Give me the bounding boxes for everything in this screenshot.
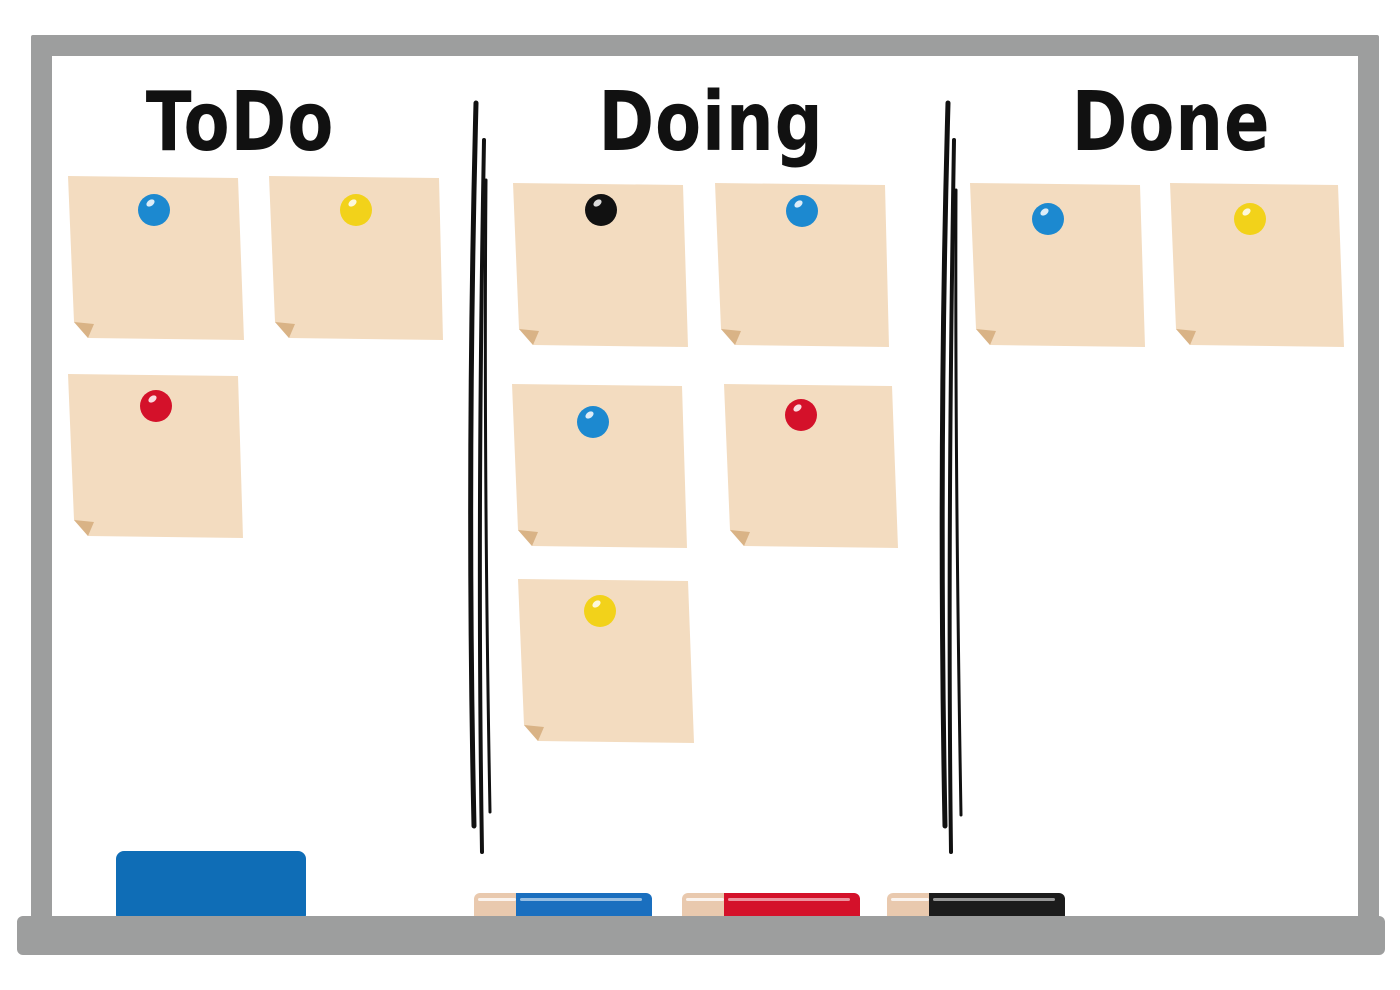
sticky-note-shape <box>68 176 244 340</box>
sticky-note-todo-1[interactable] <box>68 176 244 342</box>
sticky-note-doing-3[interactable] <box>512 384 688 550</box>
column-title-done: Done <box>1071 75 1271 170</box>
red-marker[interactable] <box>682 893 860 916</box>
blue-pin-icon <box>577 406 609 438</box>
column-title-todo: ToDo <box>145 75 335 170</box>
sticky-note-todo-3[interactable] <box>68 374 244 540</box>
sticky-note-doing-4[interactable] <box>724 384 900 550</box>
marker-cap <box>474 893 518 916</box>
blue-pin-icon <box>138 194 170 226</box>
marker-cap <box>887 893 931 916</box>
sticky-note-shape <box>269 176 443 340</box>
marker-cap <box>682 893 726 916</box>
marker-tray <box>17 916 1385 955</box>
marker-body <box>724 893 860 916</box>
blue-pin-icon <box>786 195 818 227</box>
whiteboard-surface <box>52 56 1358 918</box>
sticky-note-shape <box>1170 183 1344 347</box>
sticky-note-doing-2[interactable] <box>715 183 891 349</box>
marker-body <box>516 893 652 916</box>
red-pin-icon <box>785 399 817 431</box>
sticky-note-doing-5[interactable] <box>518 579 694 745</box>
blue-marker[interactable] <box>474 893 652 916</box>
sticky-note-done-2[interactable] <box>1170 183 1346 349</box>
black-pin-icon <box>585 194 617 226</box>
eraser[interactable] <box>116 851 306 917</box>
marker-body <box>929 893 1065 916</box>
blue-pin-icon <box>1032 203 1064 235</box>
sticky-note-shape <box>715 183 889 347</box>
sticky-note-shape <box>724 384 898 548</box>
sticky-note-shape <box>518 579 694 743</box>
sticky-note-done-1[interactable] <box>970 183 1146 349</box>
sticky-note-todo-2[interactable] <box>269 176 445 342</box>
column-title-doing: Doing <box>598 75 824 170</box>
yellow-pin-icon <box>340 194 372 226</box>
sticky-note-shape <box>970 183 1145 347</box>
red-pin-icon <box>140 390 172 422</box>
yellow-pin-icon <box>1234 203 1266 235</box>
sticky-note-shape <box>513 183 688 347</box>
sticky-note-doing-1[interactable] <box>513 183 689 349</box>
black-marker[interactable] <box>887 893 1065 916</box>
sticky-note-shape <box>512 384 687 548</box>
yellow-pin-icon <box>584 595 616 627</box>
sticky-note-shape <box>68 374 243 538</box>
